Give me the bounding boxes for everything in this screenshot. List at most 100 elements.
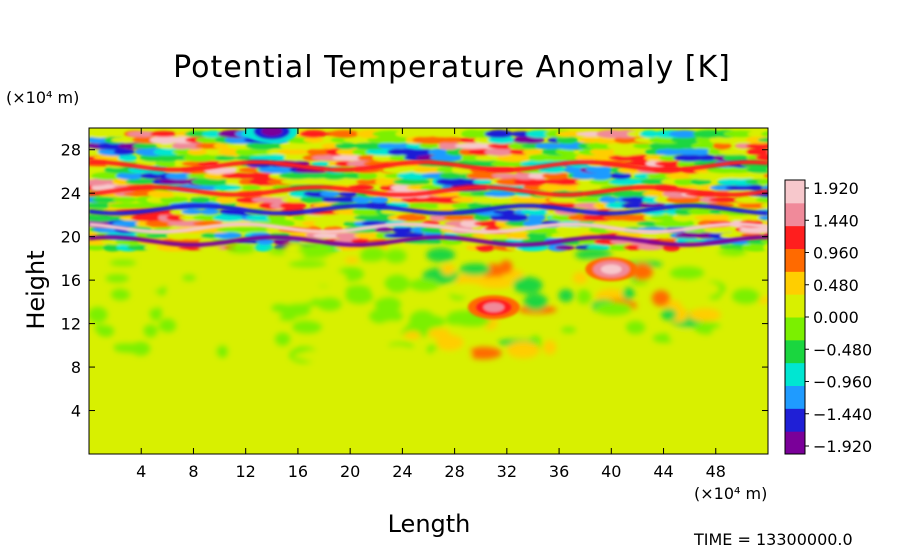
- field-cell: [215, 155, 237, 161]
- field-cell: [299, 196, 327, 204]
- field-cell: [136, 275, 163, 292]
- field-cell: [491, 173, 517, 179]
- field-cell: [409, 278, 440, 292]
- field-cell: [703, 225, 734, 234]
- field-cell: [419, 238, 445, 245]
- colorbar-swatch: [785, 317, 805, 341]
- field-cell: [605, 202, 629, 210]
- field-cell: [335, 231, 363, 240]
- field-cell: [549, 178, 584, 186]
- field-cell: [291, 320, 323, 334]
- y-tick-label: 20: [61, 228, 81, 247]
- field-cell: [357, 154, 379, 161]
- field-cell: [185, 294, 202, 305]
- field-cell: [403, 331, 422, 340]
- colorbar: 1.920 1.440 0.960 0.480 0.000 −0.480 −0.960 −1.…: [784, 179, 872, 456]
- field-cell: [435, 177, 471, 186]
- y-tick-label: 12: [61, 315, 81, 334]
- field-cell: [570, 226, 593, 234]
- field-cell: [375, 177, 396, 186]
- field-cell: [392, 225, 415, 234]
- field-cell: [737, 258, 768, 267]
- field-cell: [112, 196, 138, 203]
- x-tick-label: 8: [188, 462, 198, 481]
- y-tick-label: 4: [71, 402, 81, 421]
- y-axis: 4 8 12 16 20 24 28: [61, 141, 768, 421]
- field-cell: [140, 172, 163, 179]
- colorbar-swatch: [785, 431, 805, 455]
- field-cell: [418, 142, 439, 150]
- field-cell: [622, 287, 635, 300]
- field-cell: [89, 130, 114, 138]
- field-cell: [625, 320, 646, 335]
- x-tick-label: 44: [653, 462, 673, 481]
- field-cell: [182, 274, 196, 281]
- field-cell: [89, 177, 111, 186]
- field-cell: [473, 213, 492, 222]
- field-cell: [298, 242, 338, 256]
- field-cell: [374, 226, 394, 233]
- field-cell: [484, 148, 514, 156]
- field-cell: [246, 149, 277, 155]
- field-cell: [757, 137, 768, 143]
- x-tick-label: 36: [549, 462, 569, 481]
- field-cell: [208, 257, 226, 264]
- field-cell: [718, 148, 754, 155]
- field-cell: [105, 274, 129, 283]
- field-cell: [459, 263, 491, 276]
- field-cell: [760, 203, 768, 209]
- field-cell: [429, 214, 449, 221]
- field-cell: [213, 184, 242, 191]
- field-cell: [303, 137, 324, 143]
- field-cell: [345, 285, 371, 296]
- field-cell: [761, 185, 768, 191]
- field-cell: [465, 346, 502, 360]
- field-cell: [475, 154, 499, 161]
- field-band: [89, 339, 768, 454]
- field-cell: [179, 255, 210, 266]
- field-cell: [89, 166, 108, 173]
- field-cell: [661, 308, 677, 321]
- field-cell: [241, 184, 261, 191]
- field-cell: [130, 214, 165, 222]
- colorbar-tick-label: −1.920: [813, 437, 872, 456]
- field-cell: [711, 326, 750, 337]
- field-cell: [518, 136, 545, 144]
- field-cell: [332, 154, 367, 161]
- colorbar-tick-label: 0.000: [813, 308, 859, 327]
- field-cell: [528, 154, 551, 162]
- field-cell: [382, 166, 414, 174]
- field-cell: [561, 326, 577, 334]
- field-cell: [499, 260, 513, 275]
- field-cell: [266, 154, 287, 162]
- field-cell: [728, 214, 749, 222]
- field-cell: [133, 143, 158, 149]
- field-cell: [760, 239, 768, 244]
- plot-frame: [88, 127, 769, 455]
- field-cell: [372, 154, 397, 162]
- field-cell: [623, 148, 646, 156]
- field-cell: [369, 308, 403, 325]
- field-cell: [712, 142, 732, 150]
- field-cell: [432, 345, 472, 363]
- field-cell: [506, 341, 540, 359]
- field-cell: [556, 131, 586, 137]
- field-cell: [767, 228, 768, 232]
- field-cell: [249, 171, 279, 181]
- field-cell: [687, 208, 717, 215]
- field-cell: [760, 131, 768, 137]
- field-cell: [253, 243, 274, 252]
- field-cell: [745, 148, 768, 156]
- field-cell: [357, 171, 377, 180]
- field-cell: [756, 178, 768, 185]
- y-tick-label: 16: [61, 271, 81, 290]
- field-cell: [396, 147, 434, 156]
- x-tick-label: 16: [288, 462, 308, 481]
- field-cell: [632, 143, 655, 149]
- field-cell: [749, 173, 768, 179]
- field-cell: [147, 189, 180, 198]
- field-cell: [446, 283, 486, 297]
- field-cell: [216, 345, 229, 359]
- field-cell: [500, 213, 529, 222]
